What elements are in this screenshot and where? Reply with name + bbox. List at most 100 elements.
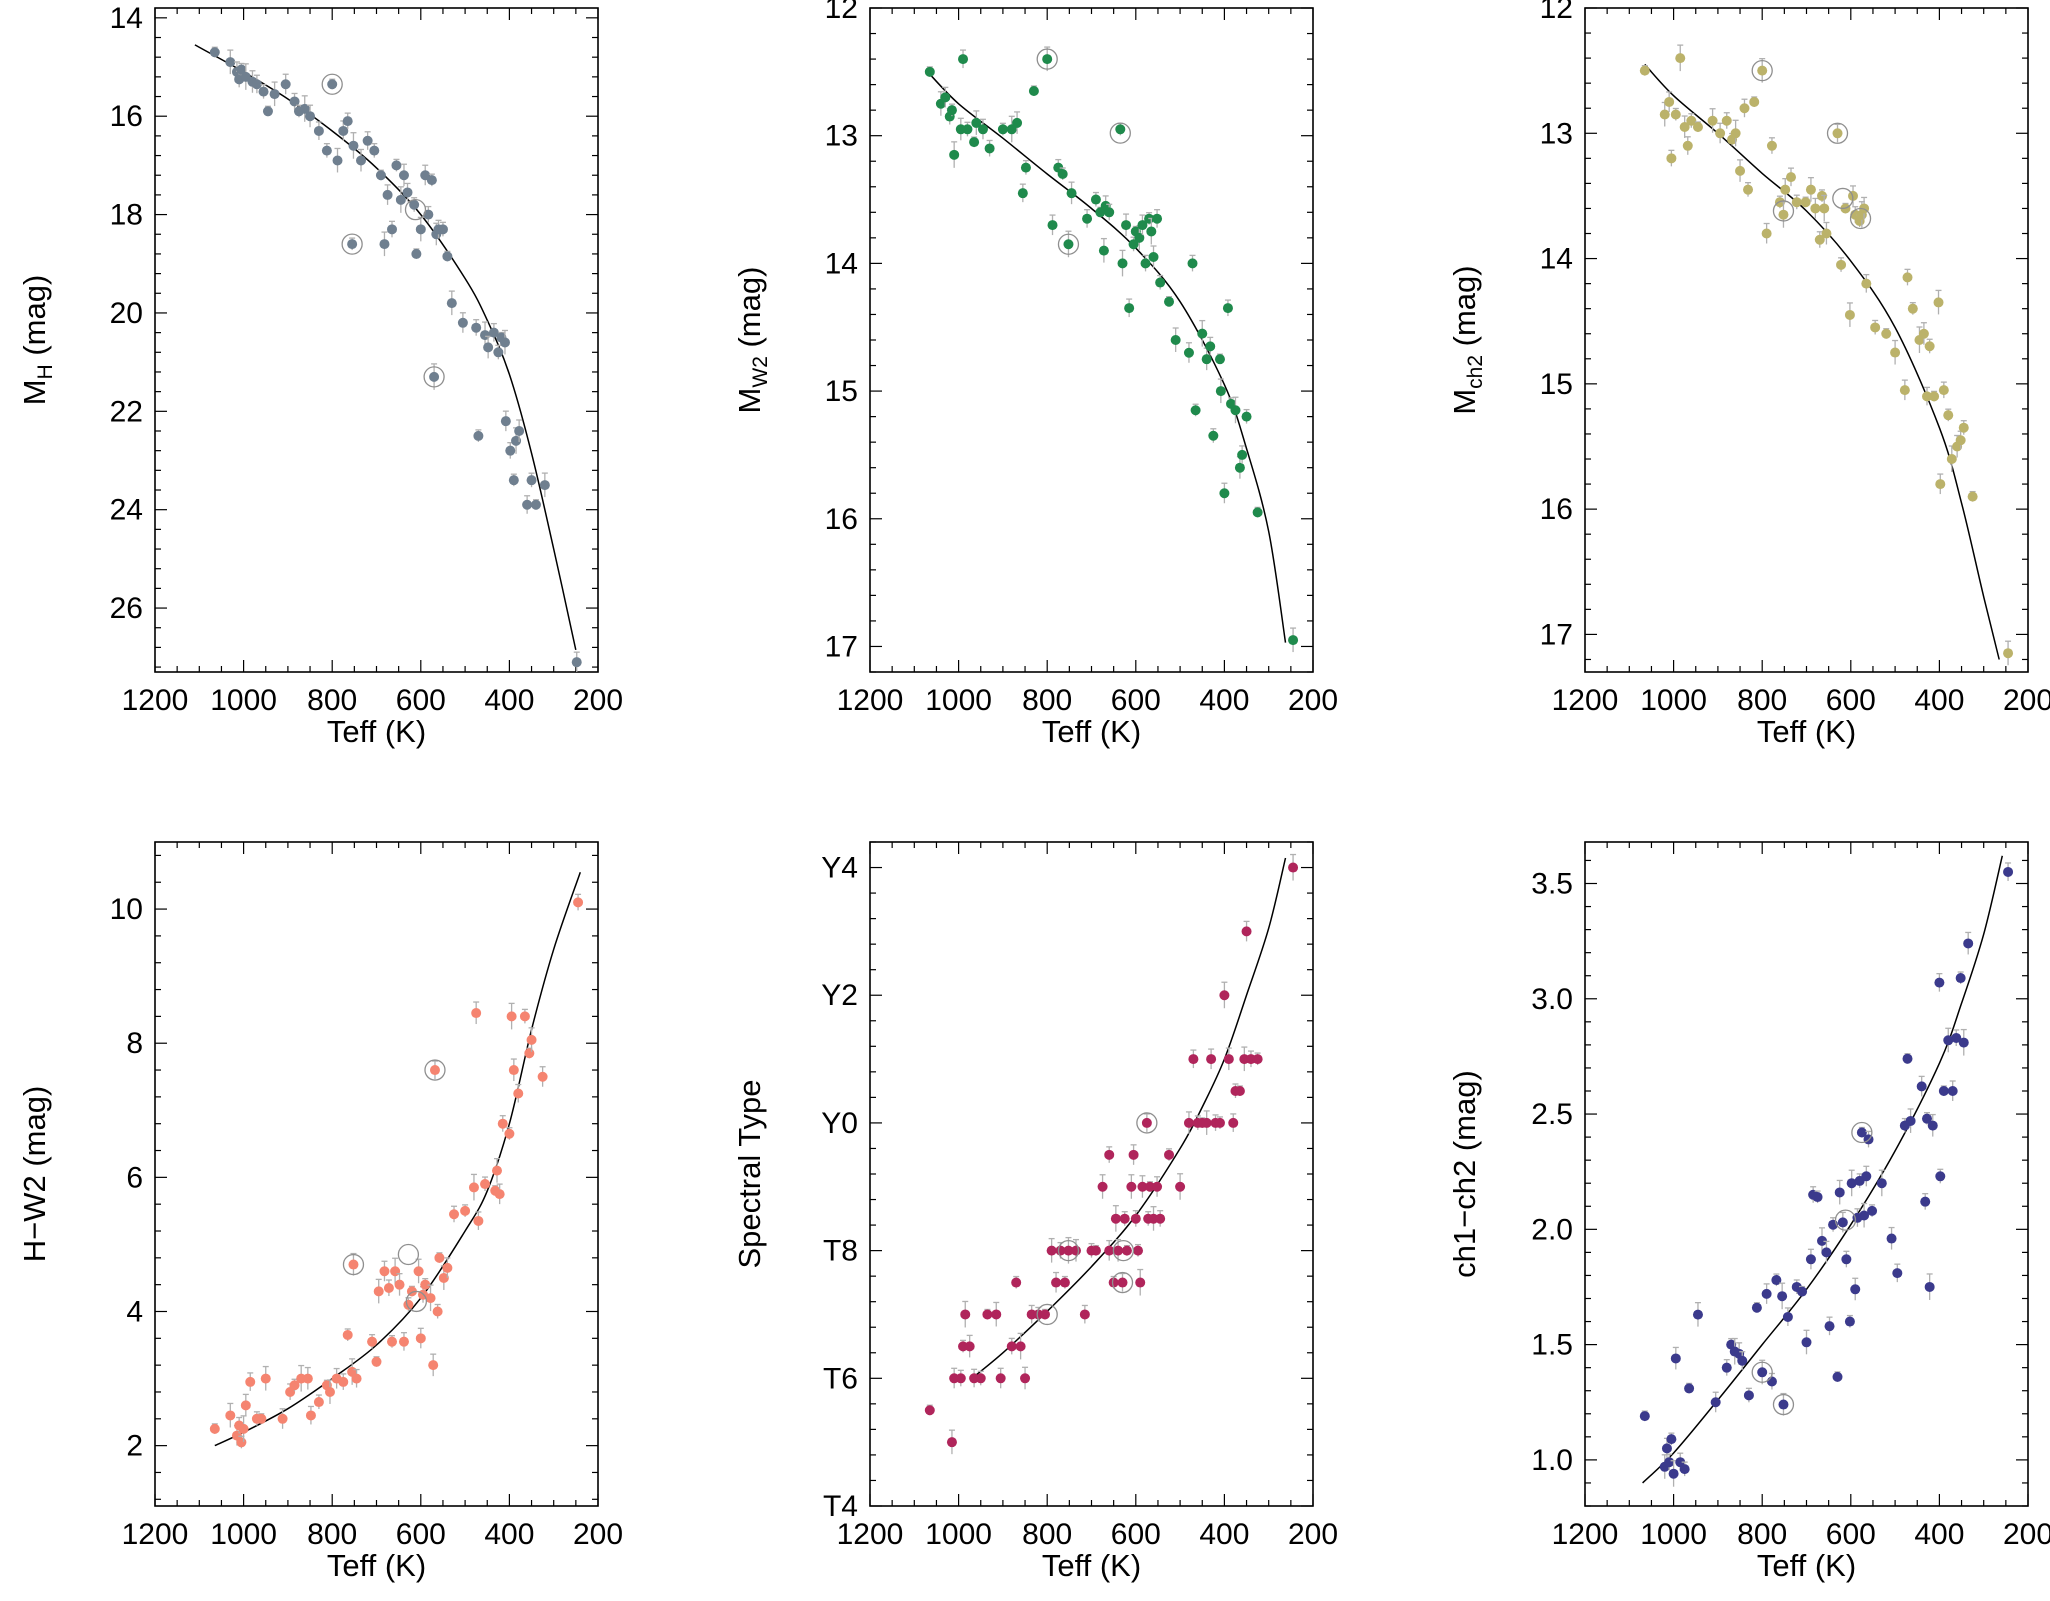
data-point <box>371 1356 382 1367</box>
highlight-ring <box>1111 1271 1134 1294</box>
data-point <box>1870 322 1881 333</box>
data-point <box>1234 1086 1245 1096</box>
data-point <box>1905 1115 1916 1126</box>
data-point <box>1666 1434 1677 1445</box>
fit-curve <box>927 71 1287 643</box>
y-tick-label: 14 <box>825 247 858 280</box>
data-point <box>1128 1149 1139 1160</box>
highlight-ring <box>321 73 343 95</box>
highlight-ring <box>423 366 445 388</box>
data-point <box>1943 410 1954 421</box>
data-point <box>1675 53 1686 64</box>
data-point <box>390 1266 401 1277</box>
data-point <box>500 416 511 427</box>
y-tick-label: 13 <box>825 120 858 153</box>
data-point <box>1104 1245 1115 1256</box>
data-point <box>539 480 550 491</box>
x-axis-label: Teff (K) <box>1757 714 1856 749</box>
x-tick-label: 1000 <box>925 684 992 717</box>
highlight-ring <box>1772 200 1795 222</box>
x-tick-label: 400 <box>1914 1518 1964 1551</box>
data-point <box>1715 128 1726 139</box>
highlight-ring <box>404 199 427 221</box>
data-point <box>1933 297 1944 308</box>
data-point <box>373 1286 384 1297</box>
data-point <box>493 347 504 358</box>
data-point <box>473 1215 484 1226</box>
data-point <box>991 1309 1002 1320</box>
data-point <box>505 445 516 456</box>
data-point <box>1664 96 1675 107</box>
data-point <box>305 1410 316 1421</box>
data-point <box>413 1266 424 1277</box>
data-point <box>1104 1149 1115 1160</box>
data-point <box>342 116 353 127</box>
data-point <box>946 105 957 116</box>
data-point <box>1766 1376 1777 1387</box>
data-point <box>1028 86 1039 96</box>
data-point <box>277 1413 288 1424</box>
data-point <box>1943 1035 1954 1046</box>
data-point <box>351 1373 362 1384</box>
data-point <box>1817 1235 1828 1246</box>
data-point <box>1761 228 1772 239</box>
data-point <box>1237 449 1248 460</box>
x-tick-label: 200 <box>573 1518 623 1551</box>
data-point <box>299 103 310 114</box>
data-point <box>1821 228 1832 239</box>
x-tick-label: 1200 <box>1552 1518 1619 1551</box>
y-tick-label: 12 <box>1540 0 1573 25</box>
data-points <box>1639 44 2014 666</box>
data-point <box>302 1373 313 1384</box>
data-point <box>1850 1284 1861 1295</box>
highlight-ring <box>1751 59 1773 82</box>
y-tick-label: 17 <box>825 630 858 663</box>
y-tick-label: 15 <box>1540 368 1573 401</box>
data-point <box>1967 491 1978 502</box>
data-point <box>1935 1171 1946 1182</box>
data-point <box>1782 1311 1793 1322</box>
x-tick-label: 800 <box>1737 1518 1787 1551</box>
highlight-ring <box>341 233 363 255</box>
data-point <box>504 1128 515 1139</box>
data-point <box>1183 1117 1194 1128</box>
y-tick-label: 18 <box>110 199 143 232</box>
y-axis-label-main: M <box>1447 389 1482 415</box>
data-point <box>571 657 582 668</box>
panel-4: 1200 1000 800 600 400 200 2 4 6 8 10 Teff (K) H−W2 (… <box>17 841 623 1583</box>
data-point <box>1063 239 1074 250</box>
data-point <box>1749 96 1760 107</box>
data-point <box>1832 128 1843 139</box>
data-point <box>1164 296 1175 307</box>
data-point <box>1146 226 1157 237</box>
highlight-ring <box>1109 122 1131 144</box>
data-point <box>508 1065 519 1076</box>
data-point <box>1876 1178 1887 1189</box>
x-axis-label: Teff (K) <box>327 714 426 749</box>
data-point <box>1090 1245 1101 1256</box>
plot-frame <box>869 7 1314 673</box>
data-point <box>1090 194 1101 205</box>
highlight-ring <box>397 1243 420 1266</box>
data-point <box>367 1336 378 1347</box>
y-axis-label: MW2 (mag) <box>732 267 772 414</box>
data-points <box>1639 862 2014 1487</box>
highlight-ring <box>1112 1239 1135 1262</box>
data-point <box>946 1437 957 1448</box>
data-point <box>1836 259 1847 270</box>
data-point <box>442 251 453 262</box>
data-point <box>1121 1245 1132 1256</box>
data-point <box>1097 1181 1108 1192</box>
data-point <box>494 1189 505 1200</box>
data-point <box>1797 1286 1808 1297</box>
y-tick-label: 12 <box>825 0 858 25</box>
data-point <box>949 149 960 160</box>
data-point <box>289 1380 300 1391</box>
data-point <box>342 1329 353 1340</box>
data-point <box>1918 328 1929 339</box>
data-point <box>1819 203 1830 214</box>
data-point <box>997 124 1008 135</box>
data-point <box>1861 278 1872 289</box>
data-point <box>457 317 468 328</box>
y-axis-label: MH (mag) <box>17 275 57 406</box>
